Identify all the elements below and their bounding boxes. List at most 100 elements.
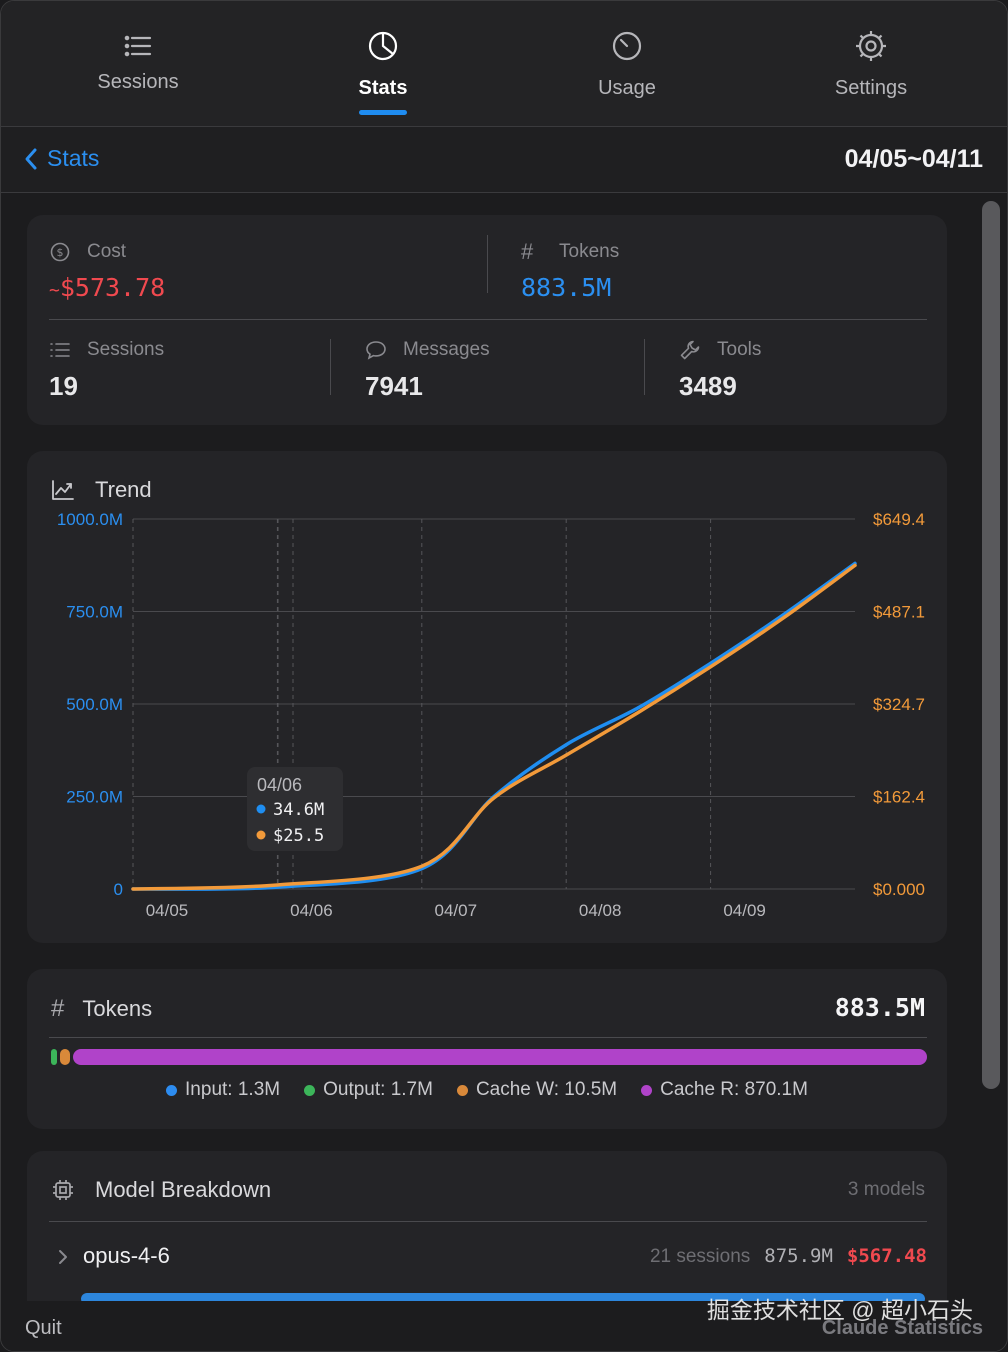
model-name: opus-4-6	[83, 1243, 170, 1268]
legend-label: Input: 1.3M	[185, 1079, 281, 1100]
trend-card: Trend 0 $0.000 250.0M $162.4 500.0M $324.7 750…	[27, 451, 947, 943]
gauge-icon	[612, 31, 642, 61]
legend-item-input: Input: 1.3M	[166, 1079, 280, 1101]
model-usage-bar	[81, 1293, 925, 1303]
nav-header: Stats 04/05~04/11	[1, 127, 1007, 193]
tools-value: 3489	[679, 371, 737, 401]
model-sessions: 21 sessions	[649, 1246, 751, 1267]
token-segment-cache-w	[59, 1049, 71, 1065]
legend-label: Cache R: 870.1M	[660, 1079, 808, 1100]
pie-chart-icon	[368, 31, 398, 61]
tab-label: Stats	[358, 77, 408, 99]
model-row[interactable]: opus-4-6 21 sessions 875.9M $567.48	[51, 1243, 927, 1283]
sessions-label: Sessions	[87, 339, 165, 360]
legend-label: Cache W: 10.5M	[475, 1079, 618, 1100]
hash-icon: #	[521, 239, 534, 264]
tokens-total: 883.5M	[834, 993, 925, 1022]
token-segment-output	[51, 1049, 57, 1065]
cost-value: $573.78	[59, 273, 166, 302]
tab-usage[interactable]: Usage	[547, 29, 707, 100]
y-right-tick-label: $649.4	[873, 510, 925, 529]
svg-text:$: $	[57, 246, 64, 259]
dollar-circle-icon: $	[50, 242, 70, 262]
app-brand: Claude Statistics	[821, 1317, 983, 1339]
tooltip-box	[247, 767, 343, 851]
tab-settings[interactable]: Settings	[791, 29, 951, 100]
quit-button[interactable]: Quit	[25, 1317, 62, 1339]
tokens-value: 883.5M	[521, 273, 612, 302]
series-line-tokens	[131, 561, 857, 891]
divider	[330, 339, 331, 395]
tools-label: Tools	[717, 339, 762, 360]
y-right-tick-label: $162.4	[873, 788, 925, 807]
divider	[644, 339, 645, 395]
token-distribution-bar	[51, 1049, 927, 1065]
date-range: 04/05~04/11	[844, 145, 983, 173]
divider	[49, 319, 927, 320]
divider	[487, 235, 488, 293]
back-button[interactable]: Stats	[23, 145, 99, 172]
scrollbar-thumb[interactable]	[982, 201, 1000, 1089]
series-line-cost	[131, 563, 857, 891]
y-left-tick-label: 500.0M	[66, 695, 123, 714]
token-legend: Input: 1.3M Output: 1.7M Cache W: 10.5M …	[27, 1079, 947, 1101]
tooltip-tokens: 34.6M	[273, 800, 324, 820]
divider	[49, 1221, 927, 1222]
list-icon	[50, 343, 70, 357]
watermark: 掘金技术社区 @ 超小石头	[706, 1297, 973, 1323]
model-tokens: 875.9M	[764, 1245, 833, 1267]
trend-title: Trend	[95, 477, 152, 502]
messages-value: 7941	[365, 371, 423, 401]
tokens-card: # Tokens 883.5M Input: 1.3M Output: 1.7M…	[27, 969, 947, 1129]
cost-prefix: ~	[49, 280, 60, 301]
legend-item-cache-write: Cache W: 10.5M	[456, 1079, 618, 1101]
summary-card: $ Cost ~$573.78 # Tokens 883.5M S	[27, 215, 947, 425]
tab-sessions[interactable]: Sessions	[58, 29, 218, 94]
footer: Quit Claude Statistics	[1, 1301, 1007, 1351]
hash-icon: #	[51, 995, 65, 1022]
legend-label: Output: 1.7M	[323, 1079, 433, 1100]
gear-icon	[856, 31, 886, 61]
legend-dot	[304, 1084, 316, 1096]
sessions-value: 19	[49, 371, 78, 401]
tab-label: Sessions	[97, 71, 179, 93]
legend-dot	[456, 1084, 468, 1096]
model-count: 3 models	[847, 1179, 925, 1200]
tooltip-dot-tokens	[256, 804, 266, 814]
x-tick-label: 04/07	[435, 901, 478, 920]
x-tick-label: 04/06	[290, 901, 333, 920]
y-left-tick-label: 750.0M	[66, 603, 123, 622]
chevron-left-icon	[25, 148, 37, 169]
stats-scroll-content[interactable]: $ Cost ~$573.78 # Tokens 883.5M S	[1, 193, 981, 1303]
line-chart-icon	[52, 480, 74, 500]
back-label: Stats	[47, 145, 100, 171]
chevron-right-icon[interactable]	[57, 1247, 69, 1267]
tooltip-dot-cost	[256, 830, 266, 840]
x-tick-label: 04/09	[723, 901, 766, 920]
messages-label: Messages	[403, 339, 490, 360]
tooltip-cost: $25.5	[273, 826, 324, 846]
trend-chart[interactable]: 0 $0.000 250.0M $162.4 500.0M $324.7 750.0M $48…	[27, 451, 947, 943]
x-tick-label: 04/08	[579, 901, 622, 920]
tab-label: Usage	[598, 77, 656, 99]
model-breakdown-title: Model Breakdown	[95, 1177, 272, 1202]
y-left-tick-label: 250.0M	[66, 788, 123, 807]
tokens-label: Tokens	[559, 241, 620, 262]
wrench-icon	[680, 340, 700, 360]
y-left-tick-label: 0	[114, 880, 123, 899]
sessions-metric: Sessions 19	[49, 339, 164, 402]
cost-metric: $ Cost ~$573.78	[49, 241, 165, 302]
divider	[49, 1037, 927, 1038]
tab-label: Settings	[834, 77, 908, 99]
y-left-tick-label: 1000.0M	[57, 510, 123, 529]
x-tick-label: 04/05	[146, 901, 189, 920]
tokens-metric: # Tokens 883.5M	[521, 239, 620, 303]
tokens-card-title: Tokens	[82, 996, 153, 1021]
token-segment-cache-r	[73, 1049, 927, 1065]
y-right-tick-label: $0.000	[873, 880, 925, 899]
tab-bar: Sessions Stats Usage Settings	[1, 1, 1007, 127]
y-right-tick-label: $487.1	[873, 603, 925, 622]
tab-stats[interactable]: Stats	[303, 29, 463, 100]
list-icon	[124, 35, 152, 57]
active-tab-indicator	[359, 110, 407, 115]
